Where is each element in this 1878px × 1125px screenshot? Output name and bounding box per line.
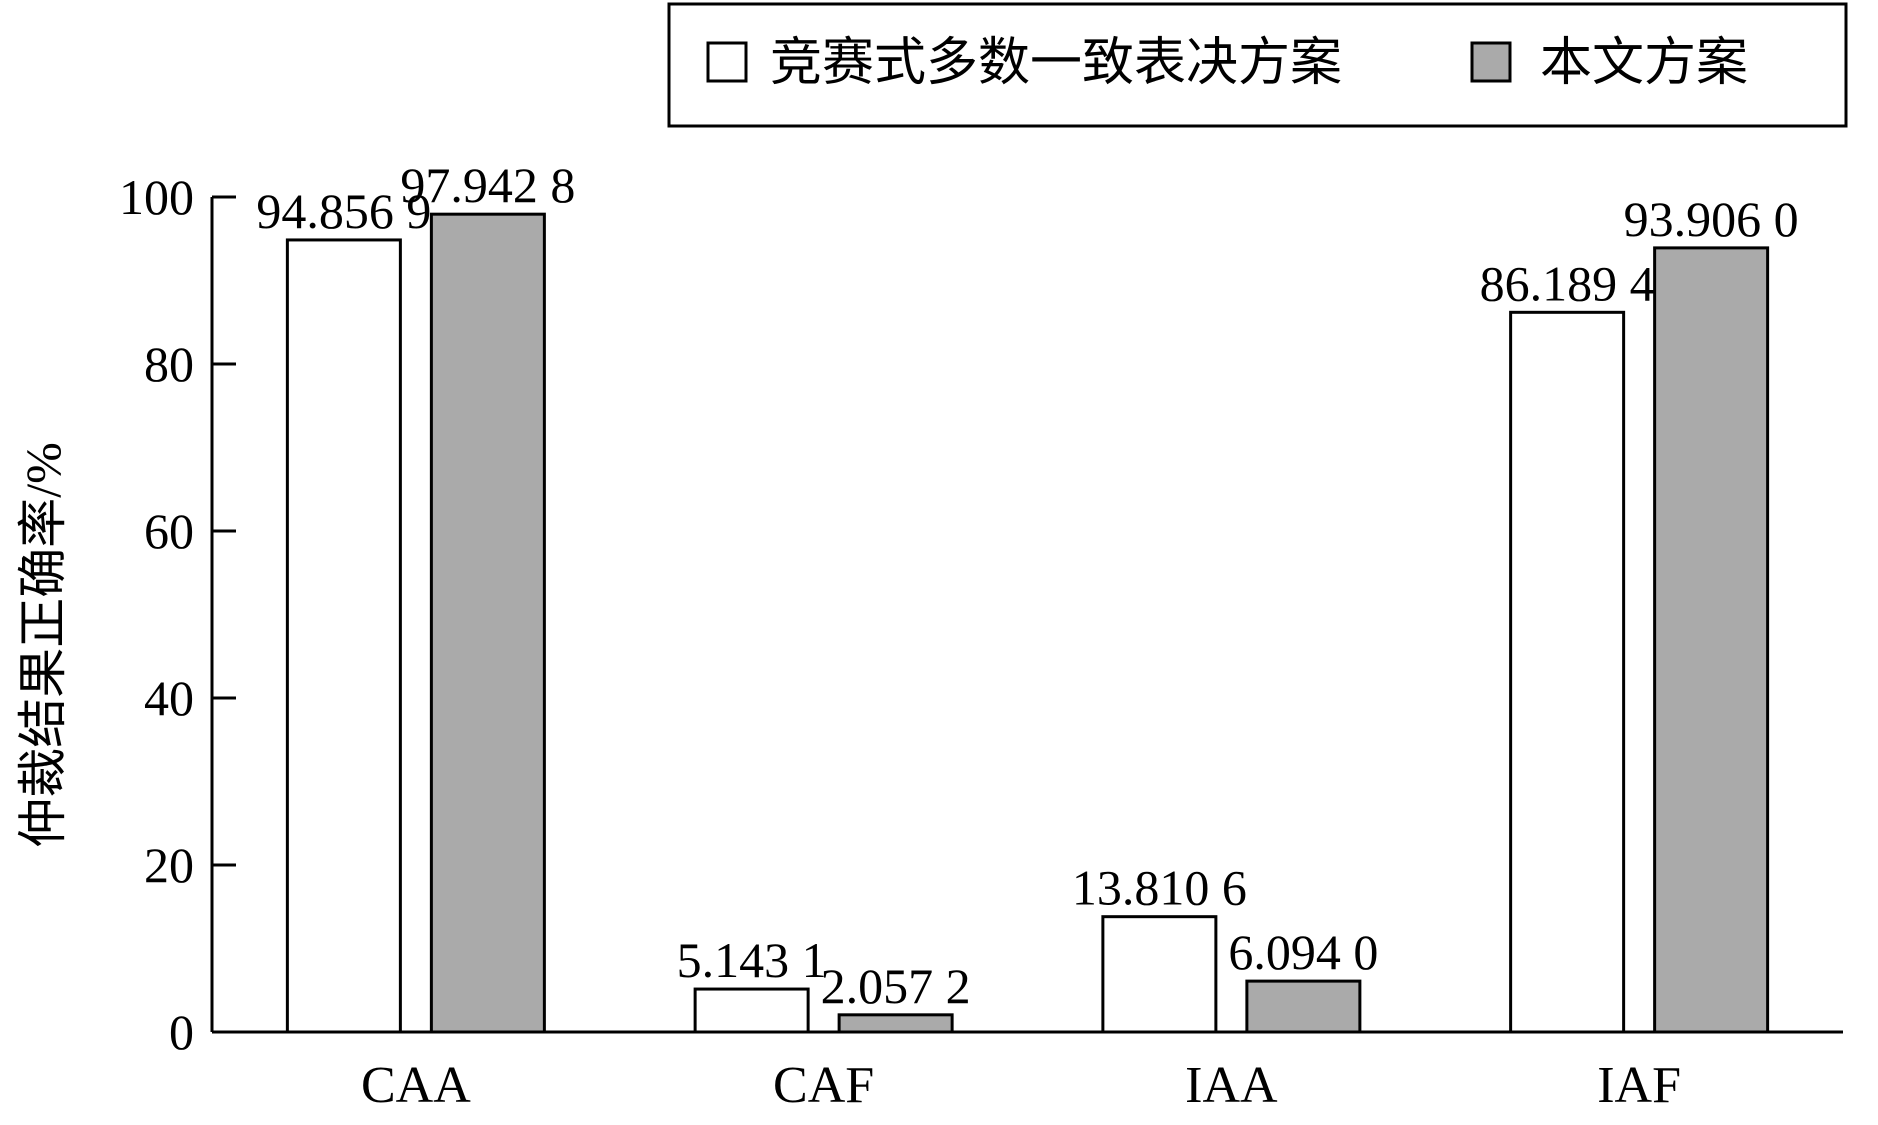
bar-iaa-series-2	[1245, 979, 1362, 1034]
bar-iaa-series-1	[1101, 915, 1218, 1034]
data-label-caf-series-2: 2.057 2	[821, 958, 971, 1014]
y-tick-label: 100	[119, 169, 194, 225]
y-tick-label: 0	[169, 1004, 194, 1060]
bar-iaf-series-1	[1509, 310, 1626, 1034]
bar-caf-series-1	[693, 987, 810, 1034]
legend-label-series-1: 竞赛式多数一致表决方案	[770, 35, 1342, 92]
data-label-caf-series-1: 5.143 1	[677, 932, 827, 988]
y-axis-label: 仲裁结果正确率/%	[15, 442, 71, 848]
legend: 竞赛式多数一致表决方案 本文方案	[667, 2, 1848, 128]
legend-swatch-series-1	[706, 41, 748, 83]
legend-box	[667, 2, 1848, 128]
y-tick-label: 40	[144, 670, 194, 726]
legend-swatch-series-2	[1470, 41, 1512, 83]
y-tick-label: 20	[144, 837, 194, 893]
bar-caa-series-1	[285, 238, 402, 1034]
data-label-iaa-series-2: 6.094 0	[1228, 924, 1378, 980]
data-label-caa-series-2: 97.942 8	[400, 157, 575, 213]
data-label-iaf-series-2: 93.906 0	[1624, 191, 1799, 247]
y-tick-label: 80	[144, 336, 194, 392]
legend-label-series-2: 本文方案	[1540, 35, 1748, 92]
x-category-label: CAF	[773, 1057, 874, 1114]
data-label-caa-series-1: 94.856 9	[256, 183, 431, 239]
bar-caf-series-2	[837, 1013, 954, 1034]
x-category-label: CAA	[361, 1057, 471, 1114]
bar-iaf-series-2	[1653, 246, 1770, 1034]
bar-caa-series-2	[429, 212, 546, 1034]
x-category-label: IAF	[1597, 1057, 1681, 1114]
data-label-iaa-series-1: 13.810 6	[1072, 860, 1247, 916]
x-category-label: IAA	[1185, 1057, 1278, 1114]
y-tick-label: 60	[144, 503, 194, 559]
data-label-iaf-series-1: 86.189 4	[1480, 255, 1655, 311]
